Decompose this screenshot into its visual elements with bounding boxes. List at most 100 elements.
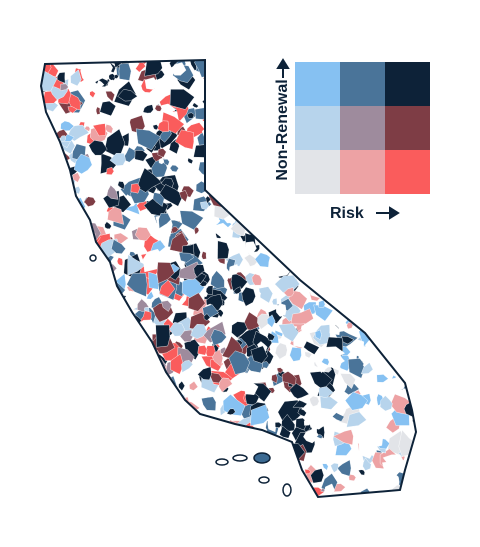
zip-region: [250, 404, 270, 426]
zip-region: [374, 231, 395, 252]
zip-region: [236, 188, 261, 209]
zip-region: [98, 277, 114, 293]
island: [232, 454, 248, 462]
zip-region: [222, 62, 231, 72]
zip-region: [50, 335, 77, 365]
zip-region: [321, 255, 342, 275]
zip-region: [137, 491, 144, 497]
zip-region: [63, 236, 72, 245]
zip-region: [306, 265, 316, 276]
zip-region: [62, 437, 80, 463]
zip-region: [346, 292, 357, 307]
zip-region: [90, 390, 117, 407]
zip-region: [226, 473, 241, 489]
zip-region: [111, 239, 126, 254]
zip-region: [254, 114, 262, 121]
zip-region: [51, 205, 60, 212]
zip-region: [113, 469, 130, 485]
zip-region: [41, 358, 63, 380]
zip-region: [267, 233, 282, 246]
zip-region: [386, 256, 401, 270]
zip-region: [41, 248, 53, 265]
zip-region: [113, 378, 128, 392]
zip-region: [107, 206, 124, 225]
zip-region: [207, 491, 219, 497]
zip-region: [57, 218, 80, 236]
zip-region: [47, 251, 68, 271]
zip-region: [222, 394, 246, 416]
zip-region: [297, 231, 317, 255]
zip-region: [168, 486, 186, 497]
zip-region: [182, 426, 201, 443]
zip-region: [174, 129, 195, 150]
zip-region: [398, 340, 412, 353]
zip-region: [60, 422, 77, 435]
zip-region: [207, 95, 224, 111]
zip-region: [91, 358, 105, 375]
zip-region: [127, 254, 147, 276]
zip-region: [319, 395, 339, 410]
zip-region: [397, 209, 414, 227]
zip-region: [110, 362, 124, 376]
zip-region: [414, 443, 416, 456]
zip-region: [213, 184, 225, 195]
zip-region: [304, 194, 328, 213]
zip-region: [57, 398, 65, 407]
zip-region: [60, 331, 82, 351]
zip-region: [110, 446, 121, 457]
zip-region: [228, 164, 236, 171]
zip-region: [55, 299, 74, 320]
zip-region: [80, 452, 106, 474]
zip-region: [51, 144, 61, 155]
zip-region: [82, 430, 99, 444]
zip-region: [43, 270, 61, 284]
zip-region: [318, 249, 325, 258]
zip-region: [408, 241, 416, 251]
zip-region: [217, 170, 240, 194]
legend-cell: [340, 106, 385, 150]
zip-region: [330, 281, 340, 292]
zip-region: [319, 233, 338, 255]
zip-region: [341, 251, 358, 271]
zip-region: [288, 289, 308, 310]
zip-region: [127, 340, 135, 351]
zip-region: [117, 181, 125, 190]
zip-region: [72, 410, 82, 422]
zip-region: [94, 312, 110, 324]
zip-region: [372, 412, 381, 424]
zip-region: [249, 117, 264, 137]
zip-region: [111, 467, 131, 492]
zip-region: [405, 262, 413, 271]
zip-region: [76, 253, 83, 263]
zip-region: [344, 391, 369, 411]
zip-region: [87, 313, 99, 327]
zip-region: [411, 489, 416, 497]
zip-region: [67, 106, 78, 114]
zip-region: [387, 219, 397, 229]
zip-region: [47, 432, 64, 446]
zip-region: [41, 297, 57, 318]
zip-region: [41, 259, 55, 270]
zip-region: [181, 360, 194, 373]
zip-region: [330, 462, 339, 473]
zip-region: [332, 255, 346, 267]
zip-region: [114, 434, 133, 454]
zip-region: [206, 69, 228, 85]
zip-region: [265, 238, 279, 250]
zip-region: [316, 434, 323, 439]
zip-region: [41, 430, 62, 452]
zip-region: [402, 323, 416, 338]
zip-region: [41, 134, 55, 157]
legend-cell: [385, 62, 430, 106]
zip-region: [203, 313, 211, 322]
zip-region: [117, 406, 139, 425]
zip-region: [359, 303, 369, 310]
zip-region: [394, 219, 416, 242]
zip-region: [159, 409, 167, 417]
zip-region: [357, 313, 364, 319]
zip-region: [175, 478, 192, 496]
zip-region: [339, 373, 356, 389]
zip-region: [92, 383, 113, 402]
zip-region: [189, 381, 199, 391]
zip-region: [219, 471, 231, 487]
